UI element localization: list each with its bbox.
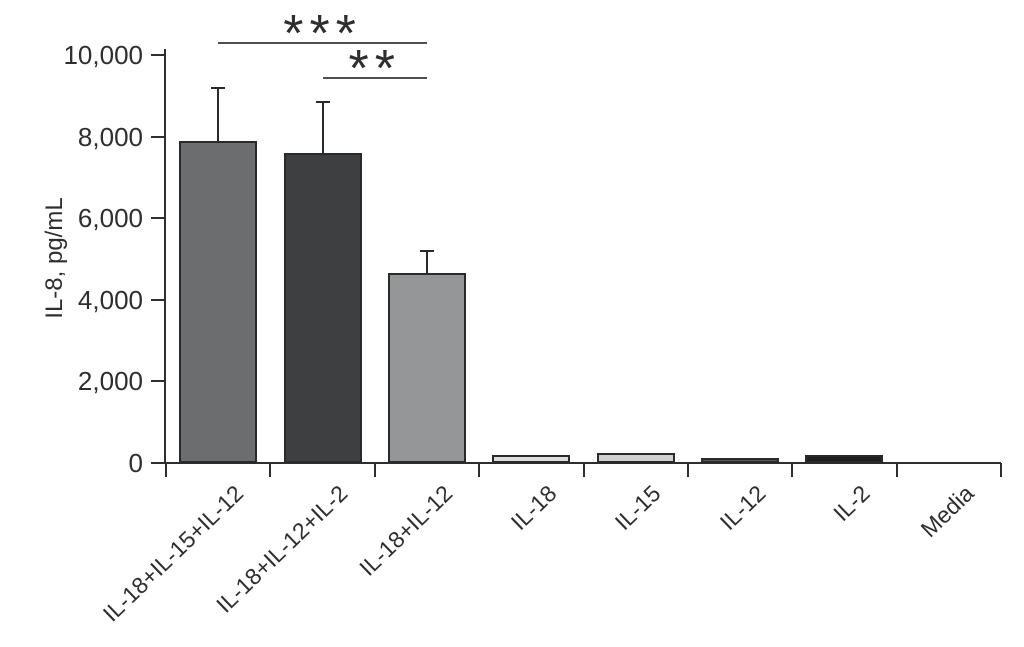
y-axis-tick <box>151 54 164 56</box>
y-tick-label: 10,000 <box>63 40 143 70</box>
x-axis-tick <box>686 463 689 477</box>
x-axis-tick <box>791 463 794 477</box>
y-axis-tick <box>151 380 164 383</box>
bar-il-12 <box>701 458 780 463</box>
error-bar-stem-il-18-il-15-il-12 <box>217 87 220 141</box>
bar-il-18 <box>492 454 571 463</box>
y-axis-tick <box>151 135 164 138</box>
y-tick-label: 2,000 <box>77 366 143 397</box>
x-category-label-il-2: IL-2 <box>827 480 875 527</box>
y-tick-label: 0 <box>128 448 143 478</box>
y-tick-label: 8,000 <box>77 121 143 152</box>
error-bar-cap-il-18-il-12-il-2 <box>315 100 330 103</box>
y-tick-label: 4,000 <box>77 284 143 315</box>
y-axis-line <box>164 49 166 464</box>
significance-line-0 <box>218 41 427 44</box>
y-axis-title: IL-8, pg/mL <box>41 197 68 319</box>
x-category-label-il-18-il-12: IL-18+IL-12 <box>353 480 457 581</box>
significance-line-1 <box>322 77 427 80</box>
x-category-label-il-18: IL-18 <box>505 480 562 536</box>
significance-asterisks-1: ** <box>348 40 401 99</box>
significance-asterisks-0: *** <box>283 4 362 63</box>
x-axis-tick <box>165 463 167 477</box>
y-axis-tick <box>151 298 164 301</box>
bar-il-2 <box>805 454 884 463</box>
error-bar-cap-il-18-il-15-il-12 <box>211 86 226 89</box>
error-bar-stem-il-18-il-12-il-2 <box>321 101 324 153</box>
error-bar-stem-il-18-il-12 <box>425 250 428 274</box>
x-axis-tick <box>1000 463 1002 477</box>
x-category-label-il-12: IL-12 <box>714 480 771 536</box>
y-tick-label: 6,000 <box>77 203 143 234</box>
x-axis-tick <box>582 463 585 477</box>
bar-il-15 <box>596 452 675 463</box>
x-axis-tick <box>373 463 376 477</box>
x-category-label-il-15: IL-15 <box>609 480 666 536</box>
x-axis-tick <box>269 463 272 477</box>
bar-il-18-il-12-il-2 <box>283 152 362 463</box>
bar-il-18-il-12 <box>387 273 466 463</box>
y-axis-tick <box>151 217 164 220</box>
y-axis-tick <box>151 462 164 464</box>
x-category-label-media: Media <box>915 480 979 543</box>
error-bar-cap-il-18-il-12 <box>419 249 434 252</box>
bar-il-18-il-15-il-12 <box>179 140 258 463</box>
x-axis-tick <box>895 463 898 477</box>
x-axis-tick <box>478 463 481 477</box>
